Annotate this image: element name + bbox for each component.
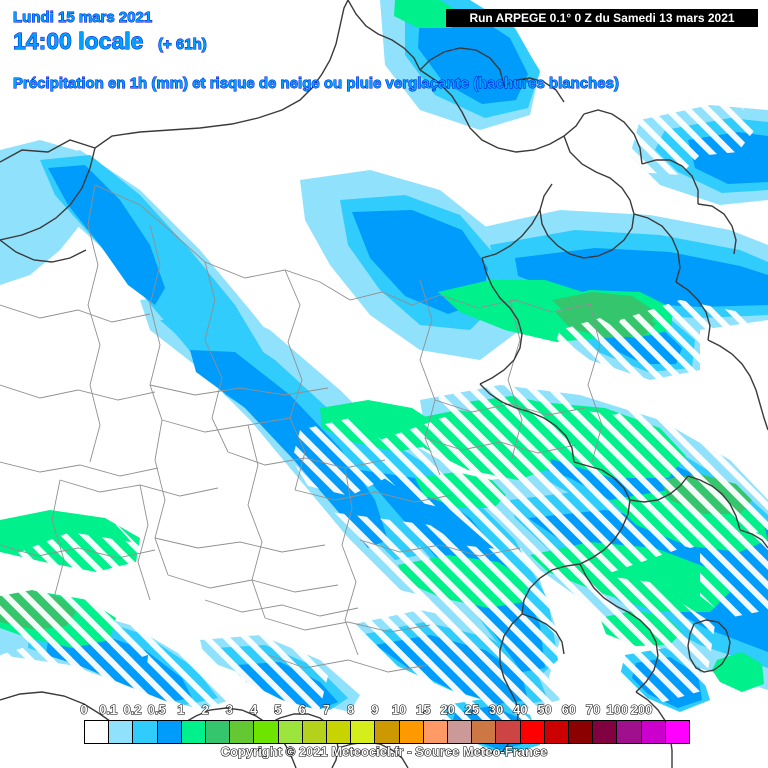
colorbar-tick-labels: 0 0.1 0.2 0.5 1 2 3 4 5 6 7 8 9 10 15 20 25 30 40 50 60 70 100… <box>80 701 690 720</box>
colorbar-tick: 0.2 <box>123 701 142 717</box>
colorbar-swatch[interactable] <box>278 721 303 743</box>
colorbar-swatch[interactable] <box>593 721 618 743</box>
colorbar-tick: 60 <box>561 701 577 717</box>
colorbar-swatch[interactable] <box>520 721 545 743</box>
colorbar-tick: 3 <box>225 701 234 717</box>
colorbar-tick: 30 <box>488 701 504 717</box>
colorbar-swatch[interactable] <box>351 721 376 743</box>
colorbar-tick: 0 <box>80 701 88 717</box>
colorbar-tick: 25 <box>464 701 480 717</box>
colorbar-swatch[interactable] <box>641 721 666 743</box>
colorbar-swatches[interactable] <box>84 720 690 744</box>
colorbar-tick: 7 <box>322 701 331 717</box>
colorbar-tick: 6 <box>298 701 306 717</box>
colorbar-swatch[interactable] <box>496 721 521 743</box>
colorbar-swatch[interactable] <box>230 721 255 743</box>
colorbar-tick: 4 <box>249 701 258 717</box>
colorbar-swatch[interactable] <box>181 721 207 743</box>
colorbar-swatch[interactable] <box>423 721 449 743</box>
colorbar-swatch[interactable] <box>472 721 497 743</box>
colorbar-tick: 200 <box>630 701 653 717</box>
copyright-label: Copyright © 2021 Meteociel.fr - Source M… <box>220 743 548 759</box>
colorbar-tick: 20 <box>440 701 456 717</box>
colorbar-swatch[interactable] <box>109 721 134 743</box>
colorbar-tick: 10 <box>391 701 407 717</box>
colorbar-swatch[interactable] <box>206 721 231 743</box>
colorbar-swatch[interactable] <box>665 721 690 743</box>
colorbar-tick: 70 <box>585 701 601 717</box>
colorbar-tick: 15 <box>416 701 432 717</box>
colorbar-swatch[interactable] <box>448 721 473 743</box>
forecast-date-label: Lundi 15 mars 2021 <box>13 9 153 27</box>
colorbar-tick: 40 <box>513 701 529 717</box>
colorbar-swatch[interactable] <box>327 721 352 743</box>
forecast-time-label: 14:00 locale <box>13 28 144 55</box>
colorbar-tick: 2 <box>201 701 209 717</box>
colorbar-tick: 5 <box>274 701 282 717</box>
map-borders <box>0 184 603 673</box>
colorbar-tick: 8 <box>346 701 355 717</box>
colorbar-swatch[interactable] <box>544 721 570 743</box>
forecast-lead-time-label: (+ 61h) <box>158 36 208 54</box>
colorbar-swatch[interactable] <box>157 721 182 743</box>
map-parameter-label: Précipitation en 1h (mm) et risque de ne… <box>13 75 620 93</box>
colorbar-swatch[interactable] <box>399 721 424 743</box>
colorbar-swatch[interactable] <box>569 721 594 743</box>
colorbar-tick: 1 <box>177 701 185 717</box>
colorbar-swatch[interactable] <box>375 721 400 743</box>
colorbar-swatch[interactable] <box>617 721 642 743</box>
model-run-banner: Run ARPEGE 0.1° 0 Z du Samedi 13 mars 20… <box>446 9 758 27</box>
colorbar-swatch[interactable] <box>85 721 110 743</box>
colorbar-tick: 100 <box>606 701 629 717</box>
colorbar-swatch[interactable] <box>302 721 328 743</box>
colorbar-swatch[interactable] <box>254 721 279 743</box>
colorbar-tick: 0.1 <box>99 701 118 717</box>
colorbar-tick: 0.5 <box>147 701 166 717</box>
colorbar-tick: 50 <box>537 701 553 717</box>
precipitation-colorbar[interactable]: 0 0.1 0.2 0.5 1 2 3 4 5 6 7 8 9 10 15 20 25 30 40 50 60 70 100… <box>80 701 690 744</box>
snow-risk-hatching <box>0 95 768 748</box>
colorbar-tick: 9 <box>371 701 379 717</box>
colorbar-swatch[interactable] <box>133 721 158 743</box>
